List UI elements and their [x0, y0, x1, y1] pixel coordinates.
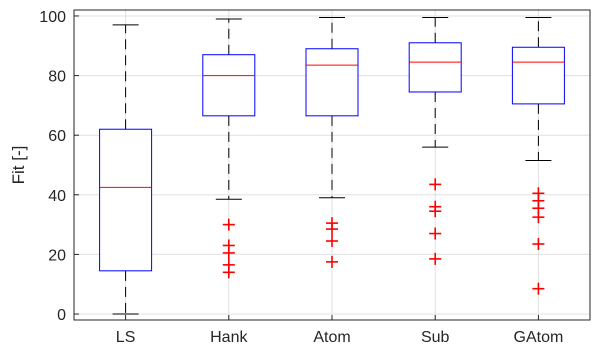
outlier-marker-hank	[222, 218, 235, 231]
outlier-marker-hank	[222, 246, 235, 259]
box-atom	[305, 48, 359, 117]
outlier-marker-sub	[429, 178, 442, 191]
box-sub	[408, 42, 462, 93]
outlier-marker-atom	[326, 223, 338, 236]
y-axis-label: Fit [-]	[9, 146, 28, 185]
x-tick-label-atom: Atom	[313, 329, 350, 346]
outlier-marker-atom	[326, 255, 338, 268]
outlier-marker-atom	[326, 235, 338, 248]
outlier-marker-sub	[429, 252, 442, 265]
y-tick-label: 0	[57, 307, 66, 324]
outlier-marker-sub	[429, 227, 442, 240]
box-hank	[202, 54, 256, 117]
outlier-marker-sub	[429, 205, 442, 218]
box-gatom	[511, 46, 565, 105]
x-tick-label-hank: Hank	[210, 329, 248, 346]
y-tick-label: 20	[48, 247, 66, 264]
y-tick-label: 40	[48, 188, 66, 205]
y-tick-label: 100	[39, 9, 66, 26]
outlier-marker-gatom	[532, 237, 545, 250]
y-tick-label: 60	[48, 128, 66, 145]
x-tick-label-gatom: GAtom	[514, 329, 564, 346]
outlier-marker-hank	[222, 266, 235, 279]
x-tick-label-sub: Sub	[421, 329, 450, 346]
outlier-marker-gatom	[532, 282, 545, 295]
x-tick-label-ls: LS	[116, 329, 136, 346]
box-layer	[99, 16, 565, 315]
outlier-marker-gatom	[532, 211, 545, 224]
axis-layer: 0 20 40 60 80 100 LS Hank Atom Sub GAtom	[39, 9, 563, 346]
y-tick-label: 80	[48, 69, 66, 86]
box-ls	[99, 128, 153, 272]
